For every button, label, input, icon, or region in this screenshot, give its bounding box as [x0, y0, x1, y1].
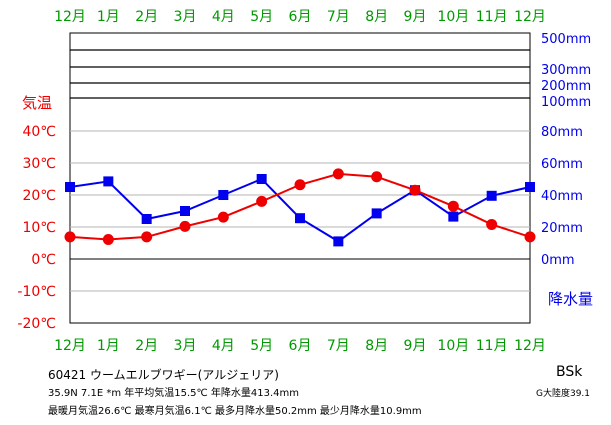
precipitation-axis-label: 降水量: [548, 290, 593, 308]
bottom-month-label: 7月: [327, 338, 350, 354]
temperature-point: [102, 233, 114, 245]
plot-frame: [69, 32, 531, 324]
top-month-label: 6月: [289, 9, 312, 25]
top-month-label: 3月: [174, 9, 197, 25]
temperature-point: [294, 179, 306, 191]
station-summary: 35.9N 7.1E *m 年平均気温15.5℃ 年降水量413.4mm: [48, 388, 300, 399]
top-month-label: 8月: [365, 9, 388, 25]
precipitation-tick-label: 100mm: [541, 95, 591, 110]
temperature-tick-label: 20℃: [22, 188, 56, 204]
temperature-point: [524, 231, 536, 243]
station-extremes: 最暖月気温26.6℃ 最寒月気温6.1℃ 最多月降水量50.2mm 最少月降水量…: [48, 406, 422, 417]
precipitation-point: [448, 211, 459, 222]
continentality-index: G大陸度39.1: [536, 389, 591, 399]
top-month-labels: 12月 1月 2月 3月 4月 5月 6月 7月 8月 9月 10月 11月 12月: [54, 9, 546, 25]
temperature-point: [409, 184, 421, 196]
precipitation-point: [371, 208, 382, 219]
precipitation-point: [295, 213, 305, 224]
climate-class: BSk: [556, 364, 583, 380]
temperature-tick-label: -20℃: [17, 316, 56, 332]
temperature-tick-label: 10℃: [22, 220, 56, 236]
bottom-month-label: 9月: [404, 338, 427, 354]
temperature-point: [447, 200, 459, 212]
precipitation-point: [103, 176, 114, 187]
temperature-axis-ticks: 40℃ 30℃ 20℃ 10℃ 0℃ -10℃ -20℃: [17, 124, 56, 332]
precipitation-point: [180, 206, 190, 216]
bottom-month-label: 12月: [54, 338, 86, 354]
precipitation-point: [65, 182, 75, 192]
precipitation-point: [333, 236, 344, 247]
top-month-label: 5月: [250, 9, 273, 25]
station-name: 60421 ウームエルブワギー(アルジェリア): [48, 368, 279, 382]
bottom-month-label: 5月: [250, 338, 273, 354]
top-month-label: 1月: [97, 9, 120, 25]
top-month-label: 2月: [135, 9, 158, 25]
top-month-label: 4月: [212, 9, 235, 25]
precipitation-tick-label: 20mm: [541, 221, 583, 236]
top-month-label: 11月: [476, 9, 508, 25]
precipitation-tick-label: 80mm: [541, 125, 583, 140]
precipitation-series: [65, 174, 535, 247]
precipitation-point: [486, 190, 497, 201]
bottom-month-label: 11月: [476, 338, 508, 354]
bottom-month-label: 6月: [289, 338, 312, 354]
chart-grid: [69, 32, 531, 324]
bottom-month-labels: 12月 1月 2月 3月 4月 5月 6月 7月 8月 9月 10月 11月 12月: [54, 338, 546, 354]
precipitation-point: [141, 214, 152, 224]
temperature-point: [486, 218, 498, 230]
top-month-label: 12月: [514, 9, 546, 25]
bottom-month-label: 10月: [437, 338, 469, 354]
precipitation-point: [256, 174, 267, 184]
bottom-month-label: 12月: [514, 338, 546, 354]
top-month-label: 9月: [404, 9, 427, 25]
precipitation-tick-label: 300mm: [541, 63, 591, 78]
temperature-tick-label: 30℃: [22, 156, 56, 172]
temperature-tick-label: -10℃: [17, 284, 56, 300]
temperature-point: [141, 231, 153, 243]
top-month-label: 12月: [54, 9, 86, 25]
precipitation-point: [218, 190, 229, 200]
bottom-month-label: 8月: [365, 338, 388, 354]
top-month-label: 7月: [327, 9, 350, 25]
precipitation-tick-label: 40mm: [541, 189, 583, 204]
bottom-month-label: 3月: [174, 338, 197, 354]
temperature-axis-label: 気温: [22, 94, 52, 112]
precipitation-point: [525, 182, 535, 192]
temperature-point: [371, 171, 383, 183]
temperature-tick-label: 0℃: [31, 252, 56, 268]
bottom-month-label: 1月: [97, 338, 120, 354]
precipitation-tick-label: 500mm: [541, 32, 591, 47]
bottom-month-label: 4月: [212, 338, 235, 354]
bottom-month-label: 2月: [135, 338, 158, 354]
temperature-tick-label: 40℃: [22, 124, 56, 140]
top-month-label: 10月: [437, 9, 469, 25]
precipitation-tick-label: 200mm: [541, 79, 591, 94]
precipitation-tick-label: 0mm: [541, 253, 575, 268]
temperature-point: [332, 168, 344, 180]
temperature-point: [256, 195, 268, 207]
temperature-point: [217, 211, 229, 223]
precipitation-tick-label: 60mm: [541, 157, 583, 172]
temperature-point: [64, 231, 76, 243]
temperature-series: [64, 168, 536, 245]
temperature-point: [179, 220, 191, 232]
